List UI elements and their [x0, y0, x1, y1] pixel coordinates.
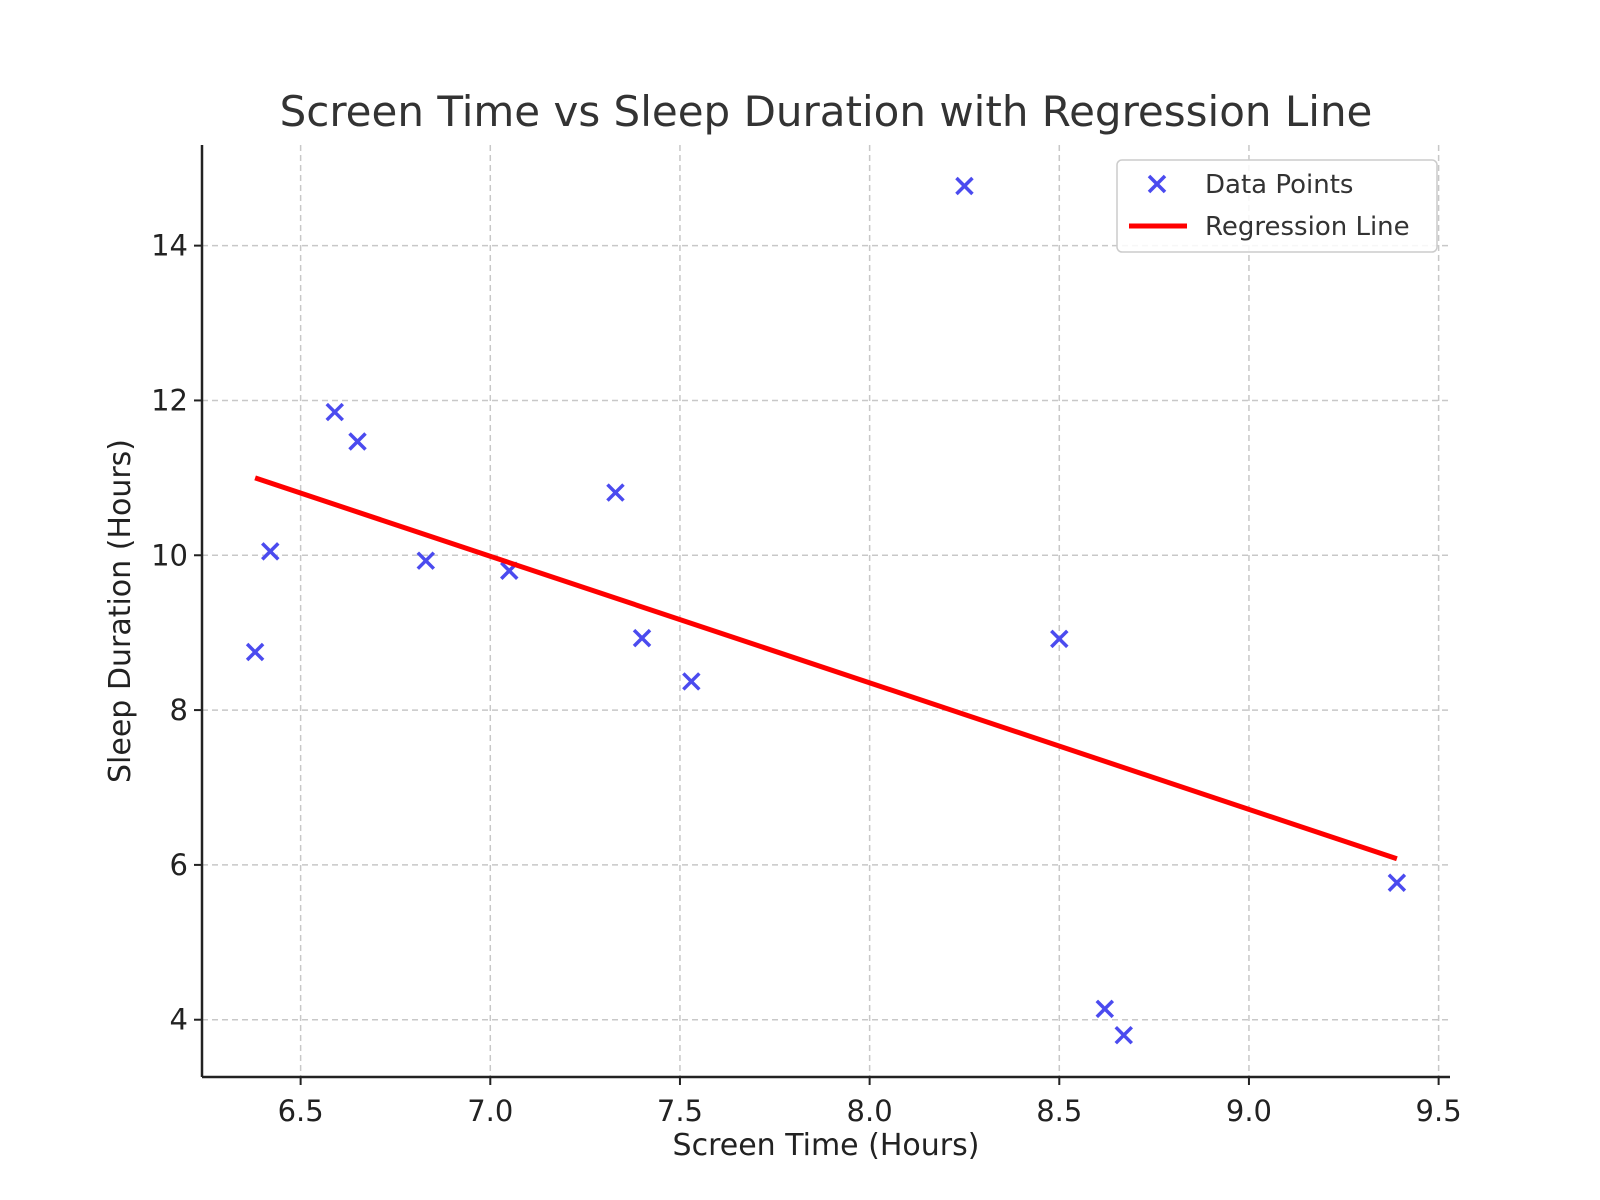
legend-marker-swatch [1147, 174, 1167, 194]
legend-label: Data Points [1205, 170, 1353, 200]
data-point [348, 432, 367, 451]
data-point [955, 176, 974, 196]
series-layer [245, 176, 1407, 1045]
x-tick-label: 6.5 [278, 1094, 324, 1128]
y-tick-label: 4 [170, 1003, 188, 1037]
data-point-stroke [1050, 629, 1069, 649]
x-tick-label: 8.0 [847, 1094, 893, 1128]
data-point [682, 672, 701, 691]
regression-line [254, 475, 1398, 862]
x-tick-label: 9.0 [1226, 1094, 1272, 1128]
data-point-stroke [1114, 1025, 1134, 1045]
data-point-stroke [245, 642, 265, 662]
data-point-stroke [955, 176, 974, 196]
data-point [1095, 999, 1115, 1019]
data-point [416, 551, 436, 570]
legend-box [1116, 159, 1438, 253]
y-tick-label: 12 [151, 383, 188, 417]
y-axis-label: Sleep Duration (Hours) [103, 439, 138, 783]
data-point-stroke [1095, 999, 1115, 1019]
data-point [632, 628, 652, 648]
y-tick-label: 14 [151, 229, 188, 263]
x-tick-label: 9.5 [1416, 1094, 1462, 1128]
x-tick-label: 7.0 [467, 1094, 513, 1128]
data-point [606, 483, 625, 502]
data-point [1050, 629, 1069, 649]
y-tick-label: 10 [151, 538, 188, 572]
data-point-stroke [682, 672, 701, 691]
legend-label: Regression Line [1205, 212, 1410, 242]
chart-title: Screen Time vs Sleep Duration with Regre… [280, 87, 1373, 136]
data-point [325, 402, 345, 422]
data-point-stroke [416, 551, 436, 570]
data-point [261, 542, 280, 561]
data-point-stroke [606, 483, 625, 502]
grid [202, 145, 1450, 1077]
legend: Data Points Regression Line [1116, 159, 1438, 253]
data-point-stroke [325, 402, 345, 422]
axes: 6.5 7.0 7.5 8.0 8.5 9.0 9.5 4 6 8 10 12 14 [151, 145, 1462, 1128]
y-tick-label: 8 [170, 693, 188, 727]
data-point [245, 642, 265, 662]
x-tick-label: 7.5 [657, 1094, 703, 1128]
y-tick-label: 6 [170, 848, 188, 882]
x-axis-label: Screen Time (Hours) [673, 1128, 980, 1163]
data-point-stroke [632, 628, 652, 648]
x-tick-label: 8.5 [1036, 1094, 1082, 1128]
data-point-stroke [348, 432, 367, 451]
data-point [1387, 873, 1407, 892]
data-point-stroke [1387, 873, 1407, 892]
data-point [1114, 1025, 1134, 1045]
data-point-stroke [261, 542, 280, 561]
